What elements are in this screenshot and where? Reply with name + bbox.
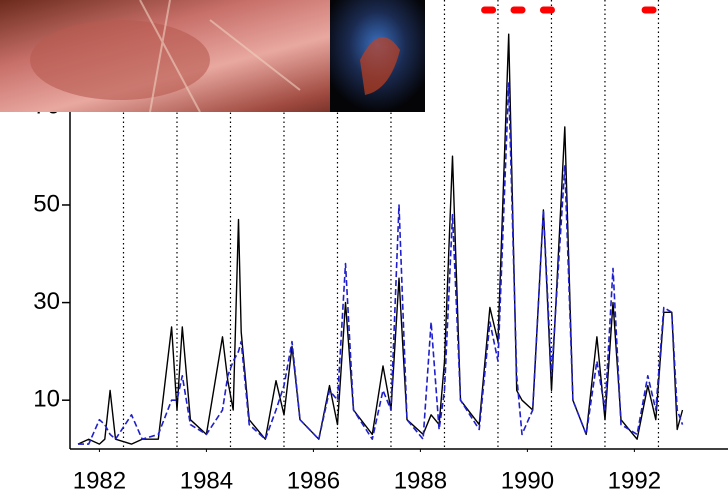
x-tick-label: 1982	[73, 467, 126, 494]
x-tick-label: 1988	[394, 467, 447, 494]
x-tick-label: 1990	[501, 467, 554, 494]
y-tick-label: 10	[33, 386, 60, 413]
photo-inset	[0, 0, 425, 113]
y-tick-label: 50	[33, 190, 60, 217]
x-tick-label: 1992	[608, 467, 661, 494]
x-tick-label: 1984	[180, 467, 233, 494]
x-tick-label: 1986	[287, 467, 340, 494]
series-line	[78, 82, 684, 445]
series-line	[77, 33, 684, 445]
y-tick-label: 30	[33, 288, 60, 315]
plot-area: 10305070198219841986198819901992	[33, 0, 728, 494]
